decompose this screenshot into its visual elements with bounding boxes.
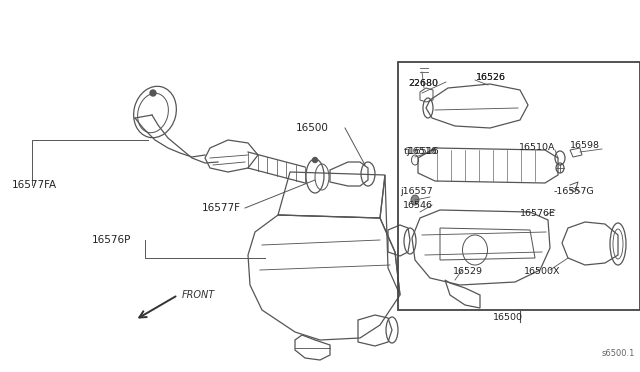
Bar	[398, 62, 640, 310]
Text: 16577F: 16577F	[202, 203, 241, 213]
Circle shape	[312, 157, 317, 163]
Text: 22680: 22680	[408, 78, 438, 87]
Text: -16557G: -16557G	[554, 187, 595, 196]
Text: 16500X: 16500X	[524, 267, 561, 276]
Text: j16516: j16516	[406, 148, 438, 157]
Text: 16576P: 16576P	[92, 235, 131, 245]
Text: 16510A: 16510A	[519, 144, 556, 153]
Ellipse shape	[411, 195, 419, 205]
Text: 16526: 16526	[476, 74, 506, 83]
Circle shape	[150, 90, 156, 96]
Text: 22680: 22680	[408, 78, 438, 87]
Text: 16529: 16529	[453, 267, 483, 276]
Text: FRONT: FRONT	[182, 290, 215, 300]
Text: s6500.1: s6500.1	[602, 349, 635, 358]
Text: 16576E: 16576E	[520, 209, 556, 218]
Text: 16526: 16526	[476, 74, 506, 83]
Text: 16598: 16598	[570, 141, 600, 150]
Text: 16500: 16500	[493, 314, 523, 323]
Text: j16557: j16557	[400, 187, 433, 196]
Text: 16577FA: 16577FA	[12, 180, 57, 190]
Text: ť16516: ť16516	[404, 148, 438, 157]
Text: 16546: 16546	[403, 201, 433, 209]
Text: 16500: 16500	[296, 123, 329, 133]
